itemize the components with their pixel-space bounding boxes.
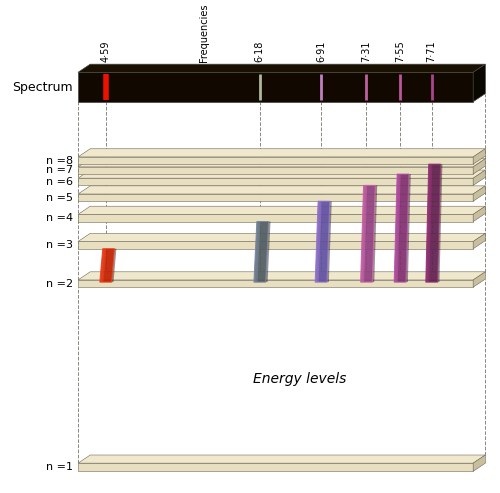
Polygon shape bbox=[315, 201, 322, 282]
Polygon shape bbox=[78, 233, 486, 242]
Polygon shape bbox=[78, 214, 473, 221]
Polygon shape bbox=[78, 167, 473, 174]
Text: 4·59: 4·59 bbox=[100, 40, 110, 62]
Polygon shape bbox=[78, 272, 486, 280]
Text: 7·55: 7·55 bbox=[395, 40, 405, 62]
Polygon shape bbox=[78, 463, 473, 471]
Polygon shape bbox=[315, 201, 330, 282]
Polygon shape bbox=[473, 159, 486, 174]
Polygon shape bbox=[78, 159, 486, 167]
Polygon shape bbox=[473, 455, 486, 471]
Polygon shape bbox=[78, 242, 473, 249]
Polygon shape bbox=[78, 280, 473, 287]
Polygon shape bbox=[473, 64, 486, 102]
Text: Energy levels: Energy levels bbox=[254, 372, 346, 386]
Text: Frequencies: Frequencies bbox=[200, 3, 209, 62]
Polygon shape bbox=[473, 149, 486, 164]
Text: 7·71: 7·71 bbox=[426, 40, 436, 62]
Text: n =8: n =8 bbox=[46, 155, 73, 166]
Polygon shape bbox=[473, 233, 486, 249]
Polygon shape bbox=[100, 249, 114, 282]
Polygon shape bbox=[254, 221, 260, 282]
Polygon shape bbox=[360, 185, 376, 282]
Polygon shape bbox=[256, 221, 270, 282]
Text: 6·18: 6·18 bbox=[255, 40, 265, 62]
Polygon shape bbox=[78, 157, 473, 164]
Polygon shape bbox=[426, 164, 440, 282]
Text: 7·31: 7·31 bbox=[362, 40, 372, 62]
Polygon shape bbox=[473, 206, 486, 221]
Polygon shape bbox=[473, 186, 486, 201]
Polygon shape bbox=[254, 221, 268, 282]
Polygon shape bbox=[102, 249, 117, 282]
Text: n =5: n =5 bbox=[46, 193, 73, 203]
Polygon shape bbox=[362, 185, 377, 282]
Text: n =3: n =3 bbox=[46, 240, 73, 250]
Polygon shape bbox=[473, 170, 486, 185]
Text: Spectrum: Spectrum bbox=[12, 80, 73, 94]
Polygon shape bbox=[428, 164, 442, 282]
Text: n =7: n =7 bbox=[46, 166, 73, 176]
Text: n =2: n =2 bbox=[46, 279, 73, 288]
Polygon shape bbox=[78, 455, 486, 463]
Polygon shape bbox=[78, 186, 486, 194]
Text: n =6: n =6 bbox=[46, 177, 73, 187]
Text: n =4: n =4 bbox=[46, 213, 73, 223]
Polygon shape bbox=[317, 201, 332, 282]
Text: 6·91: 6·91 bbox=[316, 40, 326, 62]
Polygon shape bbox=[78, 64, 486, 72]
Polygon shape bbox=[394, 174, 409, 282]
Polygon shape bbox=[396, 174, 411, 282]
Polygon shape bbox=[78, 178, 473, 185]
Polygon shape bbox=[473, 272, 486, 287]
Polygon shape bbox=[78, 170, 486, 178]
Polygon shape bbox=[78, 206, 486, 214]
Polygon shape bbox=[426, 164, 432, 282]
Polygon shape bbox=[100, 249, 106, 282]
Polygon shape bbox=[360, 185, 367, 282]
Polygon shape bbox=[394, 174, 400, 282]
Polygon shape bbox=[78, 194, 473, 201]
Polygon shape bbox=[78, 72, 473, 102]
Polygon shape bbox=[78, 149, 486, 157]
Text: n =1: n =1 bbox=[46, 462, 73, 472]
